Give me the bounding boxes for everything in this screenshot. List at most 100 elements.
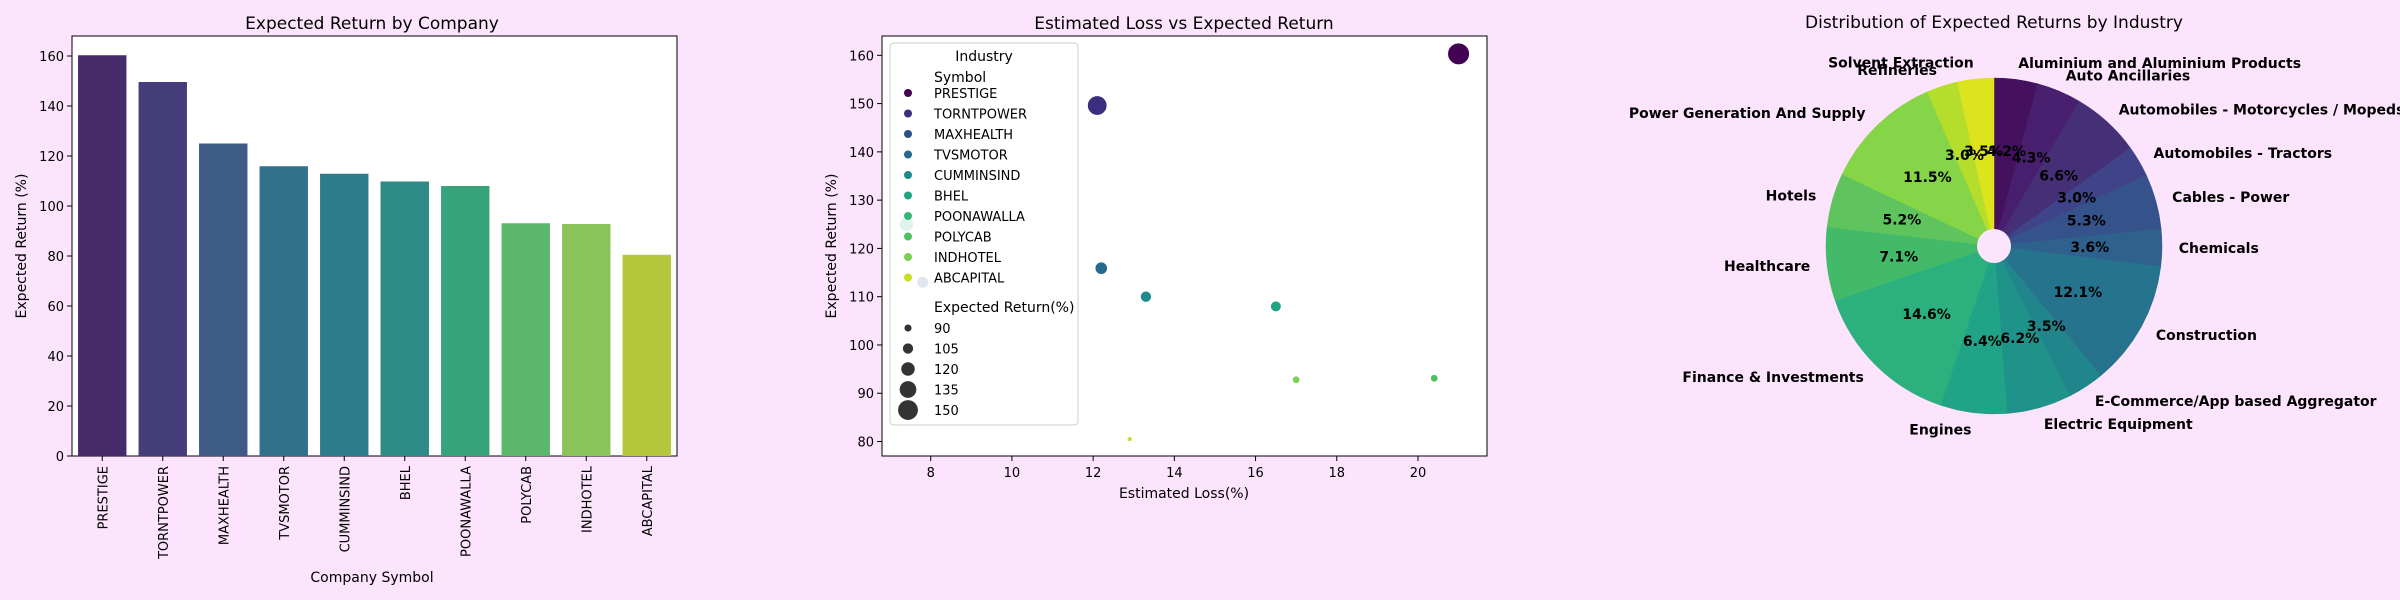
bar-x-tick-label: ABCAPITAL [641, 465, 656, 536]
scatter-legend-label: PRESTIGE [934, 87, 997, 102]
pie-label-refineries: Refineries [1857, 63, 1937, 79]
scatter-legend-hue-title: Symbol [934, 70, 986, 86]
scatter-chart-title: Estimated Loss vs Expected Return [1034, 14, 1333, 34]
pie-label-healthcare: Healthcare [1724, 259, 1810, 275]
bar-y-tick-label: 100 [39, 200, 64, 215]
bar-y-tick-label: 0 [56, 450, 64, 465]
pie-label-aluminium-and-aluminium-products: Aluminium and Aluminium Products [2018, 56, 2301, 72]
scatter-legend-marker [904, 232, 912, 241]
bar-group [78, 55, 671, 456]
scatter-size-label: 135 [934, 384, 959, 399]
bar-x-tick-label: CUMMINSIND [338, 466, 353, 552]
pie-label-power-generation-and-supply: Power Generation And Supply [1629, 106, 1866, 122]
bar-x-tick-label: MAXHEALTH [217, 466, 232, 545]
scatter-legend-label: BHEL [934, 190, 969, 205]
scatter-size-label: 105 [934, 343, 959, 358]
pie-label-automobiles-tractors: Automobiles - Tractors [2154, 146, 2333, 162]
pie-label-hotels: Hotels [1766, 188, 1817, 204]
scatter-chart-ylabel: Expected Return (%) [824, 174, 840, 319]
scatter-x-tick-label: 20 [1410, 466, 1427, 481]
scatter-legend-marker [904, 89, 912, 97]
scatter-size-marker [901, 362, 915, 376]
scatter-y-tick-label: 150 [849, 98, 874, 113]
bar-y-tick-label: 80 [47, 250, 64, 265]
scatter-y-tick-label: 160 [849, 49, 874, 64]
bar-torntpower [138, 82, 187, 456]
pie-slice-power-generation-and-supply [1841, 91, 1995, 247]
bar-chart-ylabel: Expected Return (%) [14, 174, 30, 319]
scatter-chart-xlabel: Estimated Loss(%) [1119, 486, 1249, 502]
scatter-legend: Industry Symbol PRESTIGE TORNTPOWER MAXHEA… [889, 42, 1079, 426]
scatter-legend-hue-items: PRESTIGE TORNTPOWER MAXHEALTH TVSMOTOR CUMMI… [904, 87, 1027, 287]
scatter-x-tick-label: 14 [1166, 466, 1183, 481]
scatter-legend-label: POONAWALLA [934, 210, 1025, 225]
pie-percent-label: 3.6% [2070, 240, 2109, 256]
bar-y-tick-label: 120 [39, 150, 64, 165]
scatter-legend-size-items: 90 105 120 135 150 [898, 322, 959, 420]
scatter-x-tick-label: 18 [1328, 466, 1345, 481]
bar-chart: Expected Return by Company 0 20 40 60 80 100 1… [14, 14, 678, 586]
bar-bhel [380, 181, 429, 456]
bar-chart-xlabel: Company Symbol [310, 570, 433, 586]
bar-cumminsind [320, 173, 369, 456]
pie-percent-label: 5.2% [1882, 213, 1921, 229]
pie-percent-label: 4.3% [2012, 151, 2051, 167]
pie-percent-label: 11.5% [1903, 170, 1952, 186]
bar-y-tick-label: 40 [47, 350, 64, 365]
scatter-legend-label: TVSMOTOR [933, 149, 1008, 164]
scatter-size-label: 150 [934, 404, 959, 419]
scatter-point-abcapital [1126, 436, 1133, 443]
scatter-chart: Estimated Loss vs Expected Return 8 10 12 1… [824, 14, 1488, 502]
scatter-legend-label: POLYCAB [934, 231, 992, 246]
scatter-legend-marker [904, 212, 912, 220]
scatter-x-axis: 8 10 12 14 16 18 20 [927, 456, 1427, 481]
scatter-legend-label: INDHOTEL [934, 251, 1002, 266]
pie-percent-label: 14.6% [1902, 307, 1951, 323]
scatter-size-marker [902, 343, 914, 354]
scatter-legend-label: TORNTPOWER [933, 108, 1027, 123]
scatter-x-tick-label: 8 [927, 466, 935, 481]
scatter-size-label: 120 [934, 363, 959, 378]
scatter-legend-marker [904, 253, 912, 261]
bar-x-tick-label: TORNTPOWER [157, 466, 172, 560]
bar-abcapital [622, 254, 671, 456]
scatter-legend-marker [904, 150, 912, 159]
pie-label-auto-ancillaries: Auto Ancillaries [2066, 69, 2190, 85]
scatter-y-tick-label: 120 [849, 242, 874, 257]
pie-label-chemicals: Chemicals [2179, 241, 2259, 257]
scatter-point-tvsmotor [1094, 261, 1109, 276]
scatter-y-tick-label: 140 [849, 146, 874, 161]
scatter-x-tick-label: 10 [1004, 466, 1021, 481]
scatter-legend-marker [904, 171, 912, 179]
pie-percent-label: 3.5% [2027, 319, 2066, 335]
bar-y-tick-label: 20 [47, 400, 64, 415]
pie-percent-label: 3.0% [2057, 191, 2096, 207]
scatter-legend-marker [904, 273, 912, 282]
pie-percent-label: 6.6% [2039, 168, 2078, 184]
pie-label-engines: Engines [1909, 422, 1971, 438]
scatter-y-tick-label: 90 [857, 387, 874, 402]
pie-slices [1825, 77, 2163, 415]
bar-indhotel [562, 224, 611, 456]
scatter-legend-box [889, 42, 1079, 426]
bar-y-axis: 0 20 40 60 80 100 120 140 160 [39, 50, 72, 465]
pie-label-construction: Construction [2156, 328, 2257, 344]
pie-percent-label: 5.3% [2067, 214, 2106, 230]
bar-x-tick-label: POLYCAB [520, 466, 535, 524]
scatter-size-marker [904, 324, 912, 332]
pie-percent-label: 12.1% [2054, 285, 2103, 301]
pie-percent-label: 4.2% [1987, 144, 2026, 160]
pie-label-cables-power: Cables - Power [2172, 190, 2289, 206]
scatter-y-tick-label: 100 [849, 339, 874, 354]
bar-polycab [501, 223, 550, 456]
bar-maxhealth [199, 143, 248, 456]
pie-slice-finance-investments [1834, 245, 1995, 406]
scatter-point-indhotel [1291, 375, 1301, 385]
pie-percent-label: 7.1% [1879, 249, 1918, 265]
scatter-legend-marker [904, 191, 912, 200]
scatter-legend-label: CUMMINSIND [934, 169, 1020, 184]
bar-y-tick-label: 60 [47, 300, 64, 315]
scatter-y-tick-label: 80 [857, 436, 874, 451]
pie-slice-construction [1993, 245, 2161, 377]
